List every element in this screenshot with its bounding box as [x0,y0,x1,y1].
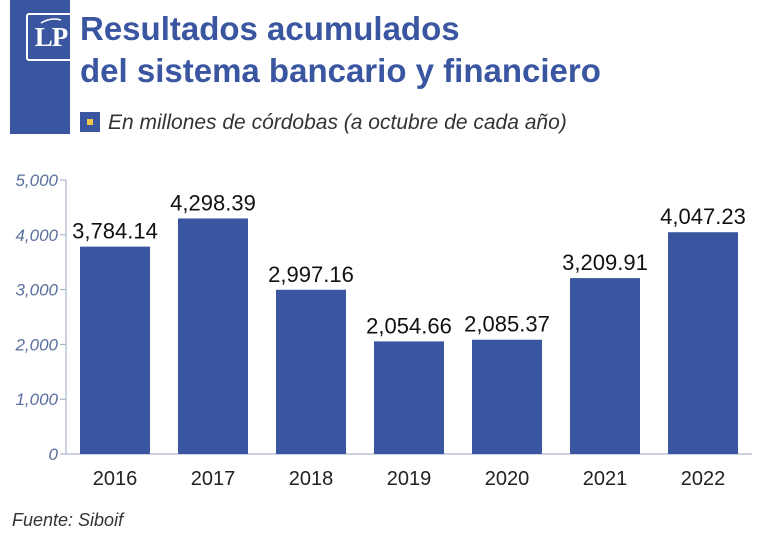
y-tick-label: 1,000 [15,390,58,409]
x-tick-label-2016: 2016 [93,468,138,490]
bar-2019 [374,341,444,454]
source-note: Fuente: Siboif [12,510,124,530]
data-label-2019: 2,054.66 [366,313,452,338]
bar-chart: 0 1,000 2,000 3,000 4,000 5,000 3,784.14 2016 4,… [14,171,752,490]
y-tick-label: 0 [49,445,59,464]
bar-2017 [178,218,248,454]
title-line-1: Resultados acumulados [80,10,460,47]
data-label-2018: 2,997.16 [268,262,354,287]
data-label-2020: 2,085.37 [464,312,550,337]
lp-logo: LP [26,13,76,61]
bar-2016 [80,246,150,454]
brand-banner: LP [10,0,76,134]
bar-2021 [570,278,640,454]
x-tick-label-2022: 2022 [681,468,726,490]
page-title: Resultados acumulados del sistema bancar… [80,8,601,92]
data-label-2021: 3,209.91 [562,250,648,275]
y-tick-label: 5,000 [15,171,58,190]
legend-swatch [80,112,100,132]
logo-swoosh-icon [40,18,62,24]
x-tick-label-2019: 2019 [387,468,432,490]
data-label-2017: 4,298.39 [170,190,256,215]
y-tick-label: 3,000 [15,281,58,300]
x-tick-label-2020: 2020 [485,468,530,490]
data-label-2022: 4,047.23 [660,204,746,229]
y-tick-label: 4,000 [15,226,58,245]
logo-text: LP [34,22,69,52]
title-line-2: del sistema bancario y financiero [80,52,601,89]
x-tick-label-2018: 2018 [289,468,334,490]
bar-2018 [276,289,346,454]
x-tick-label-2017: 2017 [191,468,236,490]
data-label-2016: 3,784.14 [72,219,158,244]
x-tick-label-2021: 2021 [583,468,628,490]
chart-subtitle: En millones de córdobas (a octubre de ca… [108,111,567,134]
y-tick-label: 2,000 [14,335,58,354]
bar-2022 [668,232,738,454]
bar-2020 [472,339,542,454]
